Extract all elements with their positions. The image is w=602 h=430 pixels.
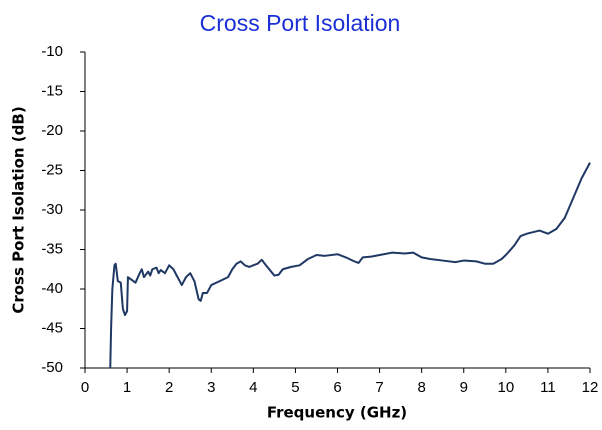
x-tick-label: 6: [333, 379, 341, 396]
y-tick-label: -15: [41, 82, 63, 99]
y-tick-label: -40: [41, 280, 63, 297]
x-tick-label: 5: [291, 379, 299, 396]
y-tick-label: -10: [41, 43, 63, 60]
x-tick-label: 7: [375, 379, 383, 396]
x-tick-label: 12: [582, 379, 599, 396]
chart-title: Cross Port Isolation: [200, 10, 401, 36]
x-tick-label: 3: [207, 379, 215, 396]
y-tick-label: -30: [41, 201, 63, 218]
y-tick-label: -50: [41, 359, 63, 376]
x-tick-label: 9: [460, 379, 468, 396]
x-tick-label: 4: [249, 379, 257, 396]
data-line: [109, 162, 591, 369]
x-tick-label: 0: [81, 379, 89, 396]
y-axis-title: Cross Port Isolation (dB): [10, 106, 28, 313]
x-tick-label: 2: [165, 379, 173, 396]
y-tick-label: -25: [41, 161, 63, 178]
x-axis-title: Frequency (GHz): [267, 404, 407, 422]
x-tick-label: 8: [417, 379, 425, 396]
y-tick-label: -20: [41, 122, 63, 139]
x-tick-label: 1: [123, 379, 131, 396]
y-tick-label: -35: [41, 240, 63, 257]
x-tick-label: 10: [497, 379, 514, 396]
y-tick-label: -45: [41, 319, 63, 336]
x-tick-label: 11: [540, 379, 556, 396]
